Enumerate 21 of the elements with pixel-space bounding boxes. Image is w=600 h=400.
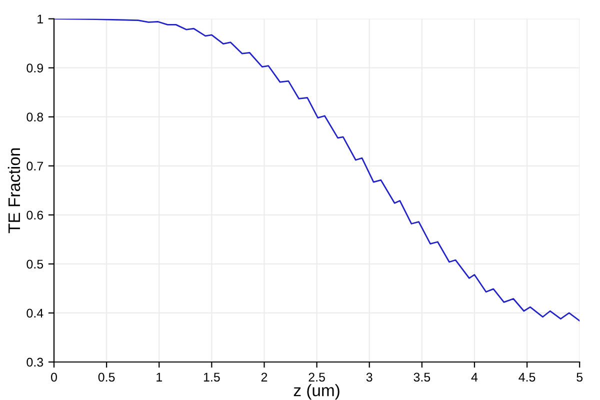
y-tick-label: 0.5 xyxy=(26,260,44,269)
x-tick-label: 2 xyxy=(261,372,268,382)
x-tick-label: 0.5 xyxy=(98,372,115,382)
x-tick-label: 1 xyxy=(156,372,162,382)
y-tick-label: 0.7 xyxy=(26,162,43,171)
x-tick-label: 4 xyxy=(471,372,478,382)
x-tick-label: 3.5 xyxy=(414,372,430,382)
y-tick-label: 0.9 xyxy=(26,64,43,72)
y-axis-title: TE Fraction xyxy=(8,148,20,234)
y-tick-label: 1 xyxy=(38,14,43,24)
x-axis-title: z (um) xyxy=(294,384,340,400)
x-tick-label: 1.5 xyxy=(204,372,220,382)
y-tick-label: 0.6 xyxy=(26,210,44,220)
y-tick-label: 0.3 xyxy=(26,358,44,367)
x-tick-label: 4.5 xyxy=(518,372,536,382)
y-tick-label: 0.4 xyxy=(26,308,44,318)
x-tick-label: 3 xyxy=(366,372,372,382)
x-tick-label: 0 xyxy=(51,372,57,382)
y-tick-label: 0.8 xyxy=(26,112,44,122)
x-tick-label: 2.5 xyxy=(308,372,325,382)
x-tick-label: 5 xyxy=(576,372,583,382)
